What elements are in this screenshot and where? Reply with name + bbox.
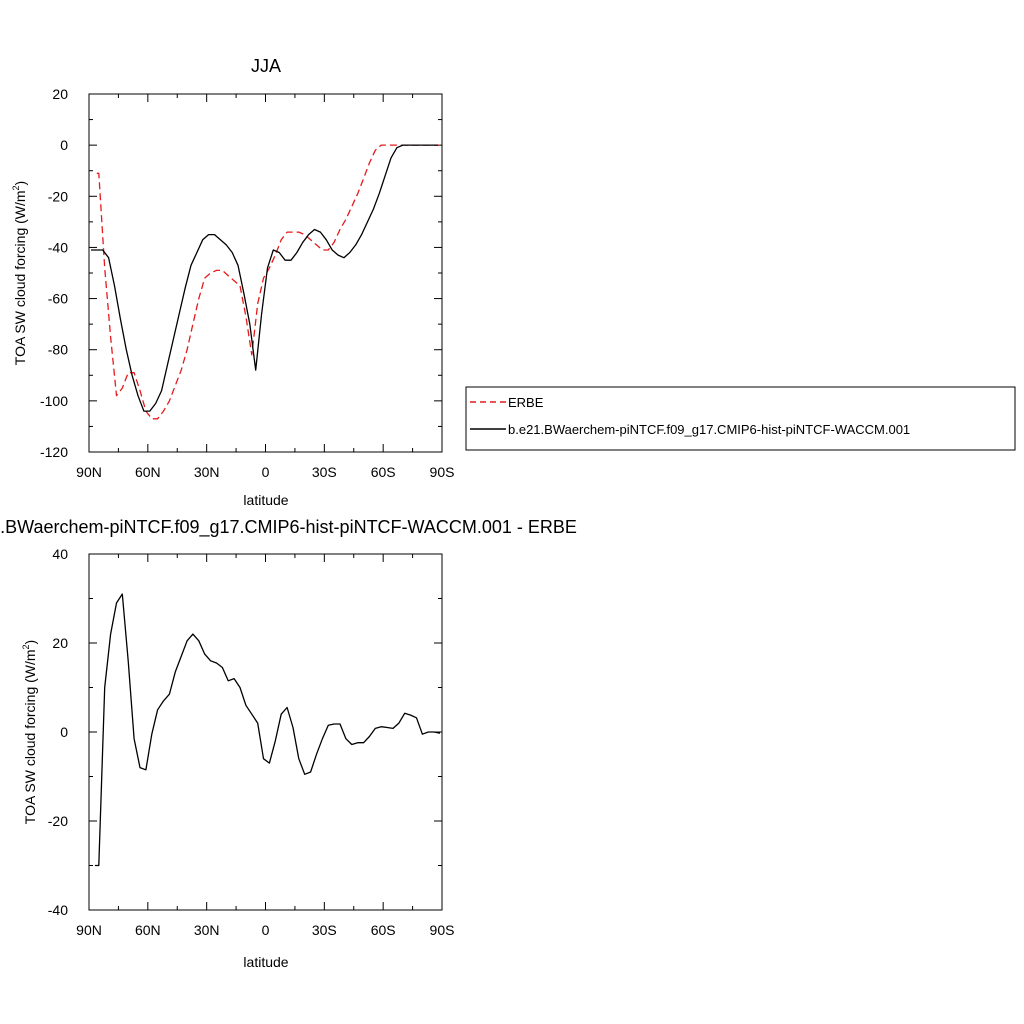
bot-x-tick-label: 90N <box>76 922 102 938</box>
top-y-tick-label: -80 <box>48 342 68 358</box>
bot-x-tick-label: 30S <box>312 922 337 938</box>
legend-label-erbe: ERBE <box>508 395 544 410</box>
top-y-tick-label: -60 <box>48 291 68 307</box>
top-x-tick-label: 30N <box>194 464 220 480</box>
bot-y-tick-label: 0 <box>60 724 68 740</box>
legend: ERBE b.e21.BWaerchem-piNTCF.f09_g17.CMIP… <box>465 386 1016 451</box>
top-x-tick-label: 60S <box>371 464 396 480</box>
top-y-tick-label: -100 <box>40 393 68 409</box>
top-y-tick-label: 20 <box>52 86 68 102</box>
bottom-y-axis-label-main: TOA SW cloud forcing (W/m <box>22 649 38 824</box>
top-y-axis-label-main: TOA SW cloud forcing (W/m <box>12 190 28 365</box>
top-series-group <box>91 144 440 420</box>
top-chart-title: JJA <box>251 56 281 76</box>
bottom-tick-marks <box>88 553 443 911</box>
top-x-tick-labels: 90N 60N 30N 0 30S 60S 90S <box>76 464 454 480</box>
bottom-y-tick-labels: 40 20 0 -20 -40 <box>48 546 68 918</box>
top-y-tick-label: -20 <box>48 188 68 204</box>
top-x-axis-label: latitude <box>243 492 288 508</box>
top-series-line-erbe <box>96 144 440 420</box>
top-tick-marks <box>88 93 443 453</box>
bot-y-tick-label: -20 <box>48 813 68 829</box>
bottom-panel: b.e21.BWaerchem-piNTCF.f09_g17.CMIP6-his… <box>0 517 577 970</box>
top-x-tick-label: 0 <box>262 464 270 480</box>
top-y-axis-label-close: ) <box>12 181 28 186</box>
top-x-tick-label: 60N <box>135 464 161 480</box>
top-plot-frame <box>88 93 443 453</box>
top-x-tick-label: 30S <box>312 464 337 480</box>
legend-box <box>465 386 1016 451</box>
top-x-tick-label: 90S <box>430 464 455 480</box>
bottom-chart-title: b.e21.BWaerchem-piNTCF.f09_g17.CMIP6-his… <box>0 517 577 538</box>
top-y-tick-label: 0 <box>60 137 68 153</box>
bottom-y-axis-label-close: ) <box>22 640 38 645</box>
bot-series-line-model <box>94 593 441 867</box>
top-x-tick-label: 90N <box>76 464 102 480</box>
bot-x-tick-label: 30N <box>194 922 220 938</box>
bottom-series-group <box>94 593 441 867</box>
bot-y-tick-label: 40 <box>52 546 68 562</box>
bottom-x-tick-labels: 90N 60N 30N 0 30S 60S 90S <box>76 922 454 938</box>
bottom-x-axis-label: latitude <box>243 954 288 970</box>
bot-y-tick-label: 20 <box>52 635 68 651</box>
top-y-tick-label: -120 <box>40 444 68 460</box>
bot-x-tick-label: 90S <box>430 922 455 938</box>
top-y-tick-label: -40 <box>48 239 68 255</box>
top-y-axis-label-sup: 2 <box>11 185 21 190</box>
top-y-axis-label: TOA SW cloud forcing (W/m2) <box>11 181 28 365</box>
legend-label-model: b.e21.BWaerchem-piNTCF.f09_g17.CMIP6-his… <box>508 422 910 437</box>
top-y-tick-labels: 20 0 -20 -40 -60 -80 -100 -120 <box>40 86 68 460</box>
bot-x-tick-label: 0 <box>262 922 270 938</box>
bottom-y-axis-label: TOA SW cloud forcing (W/m2) <box>21 640 38 824</box>
bot-x-tick-label: 60S <box>371 922 396 938</box>
top-series-line-model <box>91 144 439 412</box>
top-panel: JJA 90N 60N 30N 0 30S 60S 90S 20 0 -20 -40 -60 -80 -… <box>11 56 454 508</box>
bottom-y-axis-label-sup: 2 <box>21 644 31 649</box>
bot-x-tick-label: 60N <box>135 922 161 938</box>
bottom-plot-frame <box>88 553 443 911</box>
bot-y-tick-label: -40 <box>48 902 68 918</box>
